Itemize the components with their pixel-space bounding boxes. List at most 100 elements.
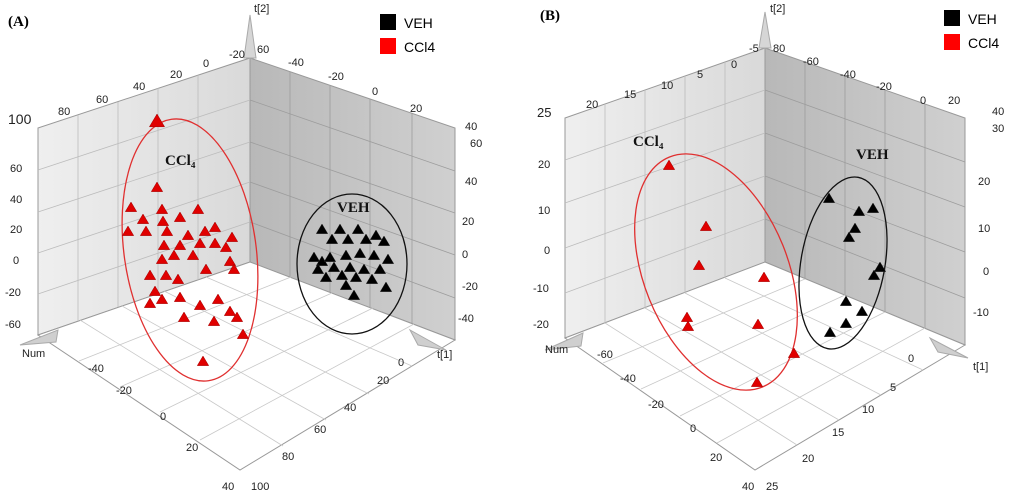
scatter-point [341, 233, 355, 244]
scatter-point [839, 317, 853, 328]
legend-label-veh: VEH [968, 11, 997, 27]
group-label-ccl4: CCl₄ [165, 153, 196, 169]
tick: 100 [251, 481, 269, 493]
veh-points [822, 192, 887, 337]
tick: -20 [533, 319, 549, 331]
tick: -40 [88, 363, 104, 375]
tick: 25 [766, 481, 778, 493]
scatter-point [662, 159, 676, 170]
t1-axis-arrow [408, 328, 447, 351]
scatter-point [822, 192, 836, 203]
tick: -20 [5, 287, 21, 299]
axis-label-num: Num [22, 348, 45, 360]
legend-swatch-ccl4 [380, 38, 396, 54]
tick: 20 [462, 216, 474, 228]
tick: -20 [648, 399, 664, 411]
panel-a: -20 60 0 20 40 60 80 100 60 40 20 0 -20 … [5, 3, 482, 493]
veh-ellipse [296, 193, 408, 335]
scatter-point [750, 376, 764, 387]
tick: 20 [710, 452, 722, 464]
tick: -40 [458, 313, 474, 325]
tick: 0 [920, 95, 926, 107]
scatter-point [191, 203, 205, 214]
scatter-point [148, 113, 166, 128]
tick: -20 [116, 385, 132, 397]
scatter-point [225, 231, 239, 242]
panel-label-a: (A) [8, 14, 29, 30]
scatter-point [367, 249, 381, 260]
axis-label-t2: t[2] [254, 3, 269, 15]
tick: 5 [697, 69, 703, 81]
t2-axis-arrow [758, 11, 772, 49]
scatter-point [855, 305, 869, 316]
tick: 20 [978, 176, 990, 188]
scatter-point [866, 202, 880, 213]
tick: 20 [948, 95, 960, 107]
tick: 10 [538, 205, 550, 217]
scatter-point [373, 263, 387, 274]
scatter-point [143, 269, 157, 280]
scatter-point [223, 305, 237, 316]
ccl4-points [121, 113, 250, 366]
scatter-point [343, 261, 357, 272]
tick: -20 [462, 281, 478, 293]
group-label-ccl4: CCl₄ [633, 134, 664, 150]
scatter-point [159, 269, 173, 280]
tick: 5 [890, 382, 896, 394]
scatter-point [867, 269, 881, 280]
panel-b: -5 80 0 5 10 15 20 25 20 10 0 -10 -20 -6… [533, 3, 1004, 493]
tick: -20 [876, 81, 892, 93]
tick: -20 [229, 49, 245, 61]
scatter-point [207, 315, 221, 326]
scatter-point [757, 271, 771, 282]
tick: -60 [597, 349, 613, 361]
ccl4-points [662, 159, 801, 387]
scatter-point [839, 295, 853, 306]
tick: 40 [344, 402, 356, 414]
scatter-point [353, 247, 367, 258]
tick: 10 [978, 223, 990, 235]
tick: 40 [10, 194, 22, 206]
tick: 20 [10, 224, 22, 236]
scatter-point [339, 249, 353, 260]
t2-axis-arrow [243, 14, 257, 59]
scatter-point [155, 253, 169, 264]
legend: VEH CCl4 [944, 10, 999, 51]
legend-swatch-veh [380, 14, 396, 30]
scatter-point [124, 201, 138, 212]
scatter-point [193, 237, 207, 248]
scatter-point [848, 222, 862, 233]
scatter-point [219, 241, 233, 252]
tick: 60 [314, 424, 326, 436]
scatter-point [156, 215, 170, 226]
legend-swatch-ccl4 [944, 34, 960, 50]
scatter-point [173, 291, 187, 302]
t1-axis-arrow [928, 336, 969, 359]
tick: 0 [203, 58, 209, 70]
scatter-point [347, 289, 361, 300]
legend-label-ccl4: CCl4 [404, 39, 435, 55]
tick: 80 [773, 43, 785, 55]
scatter-point [143, 297, 157, 308]
scatter-point [311, 263, 325, 274]
scatter-point [319, 271, 333, 282]
tick: 20 [410, 103, 422, 115]
tick: 0 [372, 86, 378, 98]
veh-points [307, 223, 395, 300]
scatter-point [327, 261, 341, 272]
scatter-point [357, 263, 371, 274]
scatter-point [315, 223, 329, 234]
tick: 20 [170, 69, 182, 81]
scatter-point [173, 211, 187, 222]
tick: 40 [992, 106, 1004, 118]
scatter-point [852, 205, 866, 216]
tick: 20 [586, 99, 598, 111]
scatter-point [223, 255, 237, 266]
tick: 40 [133, 81, 145, 93]
scatter-point [379, 281, 393, 292]
tick: 0 [731, 59, 737, 71]
tick: 0 [908, 353, 914, 365]
tick: -5 [749, 43, 759, 55]
scatter-point [323, 251, 337, 262]
group-label-veh: VEH [856, 147, 889, 163]
